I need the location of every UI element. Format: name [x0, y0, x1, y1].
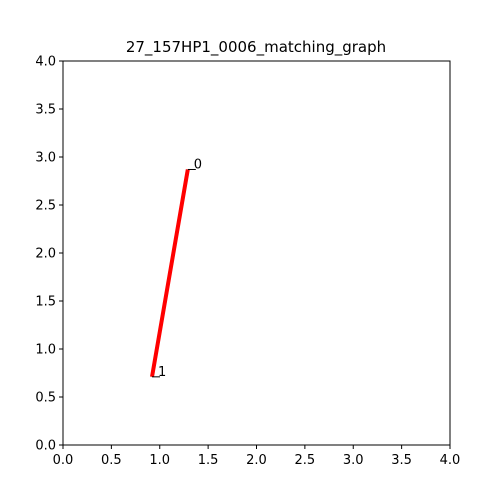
plot-area: 01	[150, 157, 202, 380]
x-tick-label-3: 1.5	[198, 453, 219, 468]
x-tick-label-1: 0.5	[101, 453, 122, 468]
y-tick-label-8: 4.0	[35, 55, 56, 70]
x-tick-label-0: 0.0	[53, 453, 74, 468]
x-tick-label-2: 1.0	[149, 453, 170, 468]
y-tick-label-6: 3.0	[35, 151, 56, 166]
y-tick-label-4: 2.0	[35, 247, 56, 262]
y-tick-label-1: 0.5	[35, 391, 56, 406]
x-tick-label-8: 4.0	[440, 453, 461, 468]
x-tick-label-6: 3.0	[343, 453, 364, 468]
y-tick-label-2: 1.0	[35, 343, 56, 358]
x-tick-label-7: 3.5	[391, 453, 412, 468]
y-tick-label-3: 1.5	[35, 295, 56, 310]
node-label-0: 0	[194, 157, 202, 172]
y-tick-label-5: 2.5	[35, 199, 56, 214]
chart-title: 27_157HP1_0006_matching_graph	[126, 38, 386, 57]
y-tick-label-7: 3.5	[35, 103, 56, 118]
node-label-1: 1	[158, 365, 166, 380]
y-tick-label-0: 0.0	[35, 439, 56, 454]
edge-line-0	[150, 169, 190, 378]
axes: 0.0 0.5 1.0 1.5 2.0 2.5 3.0 3.5 4.0 0.0 0.5 1.0 1.5 2…	[35, 55, 460, 469]
x-tick-label-5: 2.5	[295, 453, 316, 468]
x-tick-label-4: 2.0	[246, 453, 267, 468]
